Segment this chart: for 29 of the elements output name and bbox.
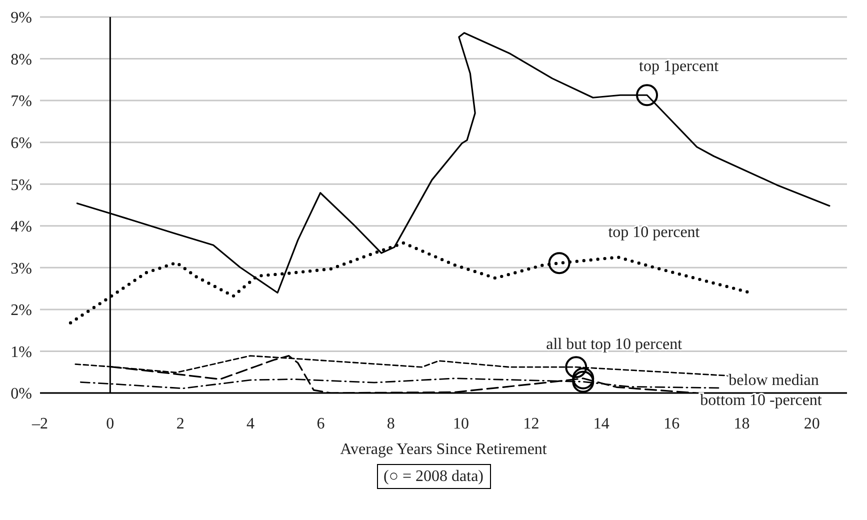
series-label: top 1percent [639,58,720,76]
y-tick-label: 2% [10,302,32,320]
x-axis-title: Average Years Since Retirement [340,441,548,458]
y-tick-label: 7% [10,93,32,110]
series-label: below median [728,372,819,389]
series-label: top 10 percent [608,224,700,242]
x-tick-label: –2 [31,415,48,432]
y-tick-label: 1% [10,344,32,361]
x-tick-label: 10 [453,415,470,432]
x-tick-label: 8 [386,415,395,432]
x-tick-label: 2 [176,415,184,432]
y-tick-label: 6% [10,135,32,152]
x-tick-label: 0 [106,415,114,432]
text: (○ = 2008 data) [376,464,490,489]
y-tick-label: 3% [10,260,32,278]
y-tick-label: 4% [10,218,32,236]
y-tick-label: 0% [10,386,32,403]
series-label: all but top 10 percent [546,336,683,354]
x-tick-label: 6 [316,415,325,432]
y-tick-label: 8% [10,51,32,68]
x-tick-label: 4 [246,415,255,432]
x-tick-label: 12 [523,415,540,432]
y-tick-label: 9% [10,10,32,27]
y-tick-label: 5% [10,176,32,194]
x-tick-label: 14 [593,415,610,432]
series-label: bottom 10 -percent [700,392,822,409]
x-tick-label: 16 [664,415,680,432]
x-tick-label: 18 [734,415,750,432]
x-tick-label: 20 [804,415,820,432]
